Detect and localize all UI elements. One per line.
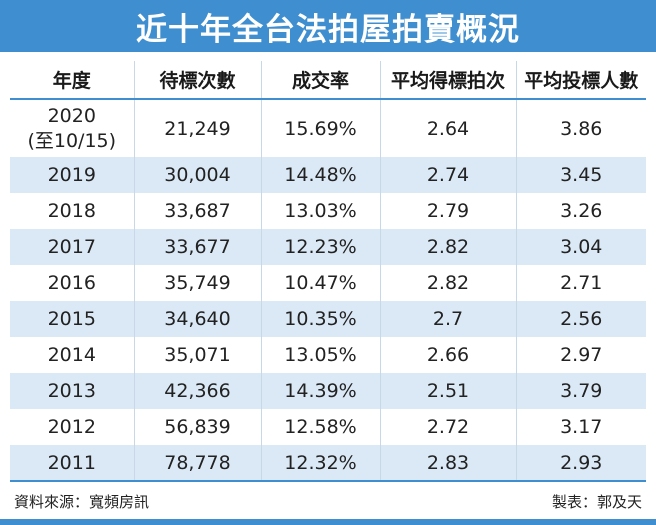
cell-rate: 14.48% (260, 157, 380, 193)
table-row: 2017 33,677 12.23% 2.82 3.04 (10, 229, 646, 265)
cell-year: 2017 (47, 236, 96, 258)
cell-pending: 35,749 (133, 265, 261, 301)
cell-pending: 34,640 (133, 301, 261, 337)
credit-note: 製表：郭及天 (551, 492, 642, 511)
cell-avg-bidders: 3.17 (515, 409, 646, 445)
cell-pending: 35,071 (133, 337, 261, 373)
cell-year: 2016 (47, 272, 96, 294)
bottom-divider (0, 519, 656, 525)
table-row: 2014 35,071 13.05% 2.66 2.97 (10, 337, 646, 373)
cell-rate: 12.32% (260, 445, 380, 482)
cell-avg-bidders: 2.93 (515, 445, 646, 482)
cell-year: 2011 (10, 445, 134, 482)
cell-avg-rounds: 2.66 (379, 337, 516, 373)
cell-avg-rounds: 2.72 (379, 409, 516, 445)
auction-table: 年度 待標次數 成交率 平均得標拍次 平均投標人數 2020 (至10/15) … (10, 61, 646, 482)
cell-year-note: (至10/15) (27, 129, 117, 152)
table-row: 2020 (至10/15) 21,249 15.69% 2.64 3.86 (10, 99, 646, 157)
page-title: 近十年全台法拍屋拍賣概況 (136, 11, 520, 48)
table-row: 2011 78,778 12.32% 2.83 2.93 (10, 445, 646, 482)
col-header-avg-bidders: 平均投標人數 (515, 61, 646, 100)
footer: 資料來源：寬頻房訊 製表：郭及天 (14, 489, 642, 513)
table-row: 2016 35,749 10.47% 2.82 2.71 (10, 265, 646, 301)
cell-avg-rounds: 2.7 (379, 301, 516, 337)
col-header-rate: 成交率 (260, 61, 380, 100)
cell-avg-rounds: 2.79 (379, 193, 516, 229)
cell-year: 2013 (47, 380, 96, 402)
cell-rate: 12.58% (260, 409, 380, 445)
cell-avg-bidders: 2.56 (515, 301, 646, 337)
cell-year: 2020 (至10/15) (10, 99, 134, 157)
cell-avg-rounds: 2.83 (379, 445, 516, 482)
cell-pending: 30,004 (133, 157, 261, 193)
cell-pending: 78,778 (133, 445, 261, 482)
table-row: 2013 42,366 14.39% 2.51 3.79 (10, 373, 646, 409)
cell-avg-rounds: 2.51 (379, 373, 516, 409)
cell-avg-bidders: 3.86 (515, 99, 646, 157)
cell-rate: 10.35% (260, 301, 380, 337)
col-header-year: 年度 (10, 61, 134, 100)
cell-rate: 12.23% (260, 229, 380, 265)
cell-rate: 13.05% (260, 337, 380, 373)
cell-rate: 14.39% (260, 373, 380, 409)
col-header-pending: 待標次數 (133, 61, 261, 100)
cell-year: 2019 (47, 164, 96, 186)
table-row: 2012 56,839 12.58% 2.72 3.17 (10, 409, 646, 445)
cell-avg-bidders: 3.26 (515, 193, 646, 229)
title-bar: 近十年全台法拍屋拍賣概況 (0, 0, 656, 52)
cell-avg-bidders: 2.97 (515, 337, 646, 373)
cell-avg-bidders: 3.45 (515, 157, 646, 193)
cell-year: 2015 (47, 308, 96, 330)
cell-year: 2018 (47, 200, 96, 222)
cell-rate: 10.47% (260, 265, 380, 301)
cell-avg-bidders: 3.79 (515, 373, 646, 409)
col-header-avg-rounds: 平均得標拍次 (379, 61, 516, 100)
cell-pending: 21,249 (133, 99, 261, 157)
cell-avg-bidders: 2.71 (515, 265, 646, 301)
table-header-row: 年度 待標次數 成交率 平均得標拍次 平均投標人數 (10, 61, 646, 100)
table-row: 2018 33,687 13.03% 2.79 3.26 (10, 193, 646, 229)
table-row: 2019 30,004 14.48% 2.74 3.45 (10, 157, 646, 193)
cell-year: 2014 (47, 344, 96, 366)
cell-year-value: 2020 (47, 104, 96, 127)
cell-rate: 15.69% (260, 99, 380, 157)
cell-avg-rounds: 2.64 (379, 99, 516, 157)
cell-pending: 42,366 (133, 373, 261, 409)
cell-rate: 13.03% (260, 193, 380, 229)
cell-pending: 33,687 (133, 193, 261, 229)
cell-year: 2012 (47, 416, 96, 438)
cell-avg-rounds: 2.74 (379, 157, 516, 193)
table-row: 2015 34,640 10.35% 2.7 2.56 (10, 301, 646, 337)
cell-pending: 56,839 (133, 409, 261, 445)
cell-avg-rounds: 2.82 (379, 265, 516, 301)
cell-pending: 33,677 (133, 229, 261, 265)
cell-avg-rounds: 2.82 (379, 229, 516, 265)
cell-avg-bidders: 3.04 (515, 229, 646, 265)
source-note: 資料來源：寬頻房訊 (14, 492, 150, 511)
